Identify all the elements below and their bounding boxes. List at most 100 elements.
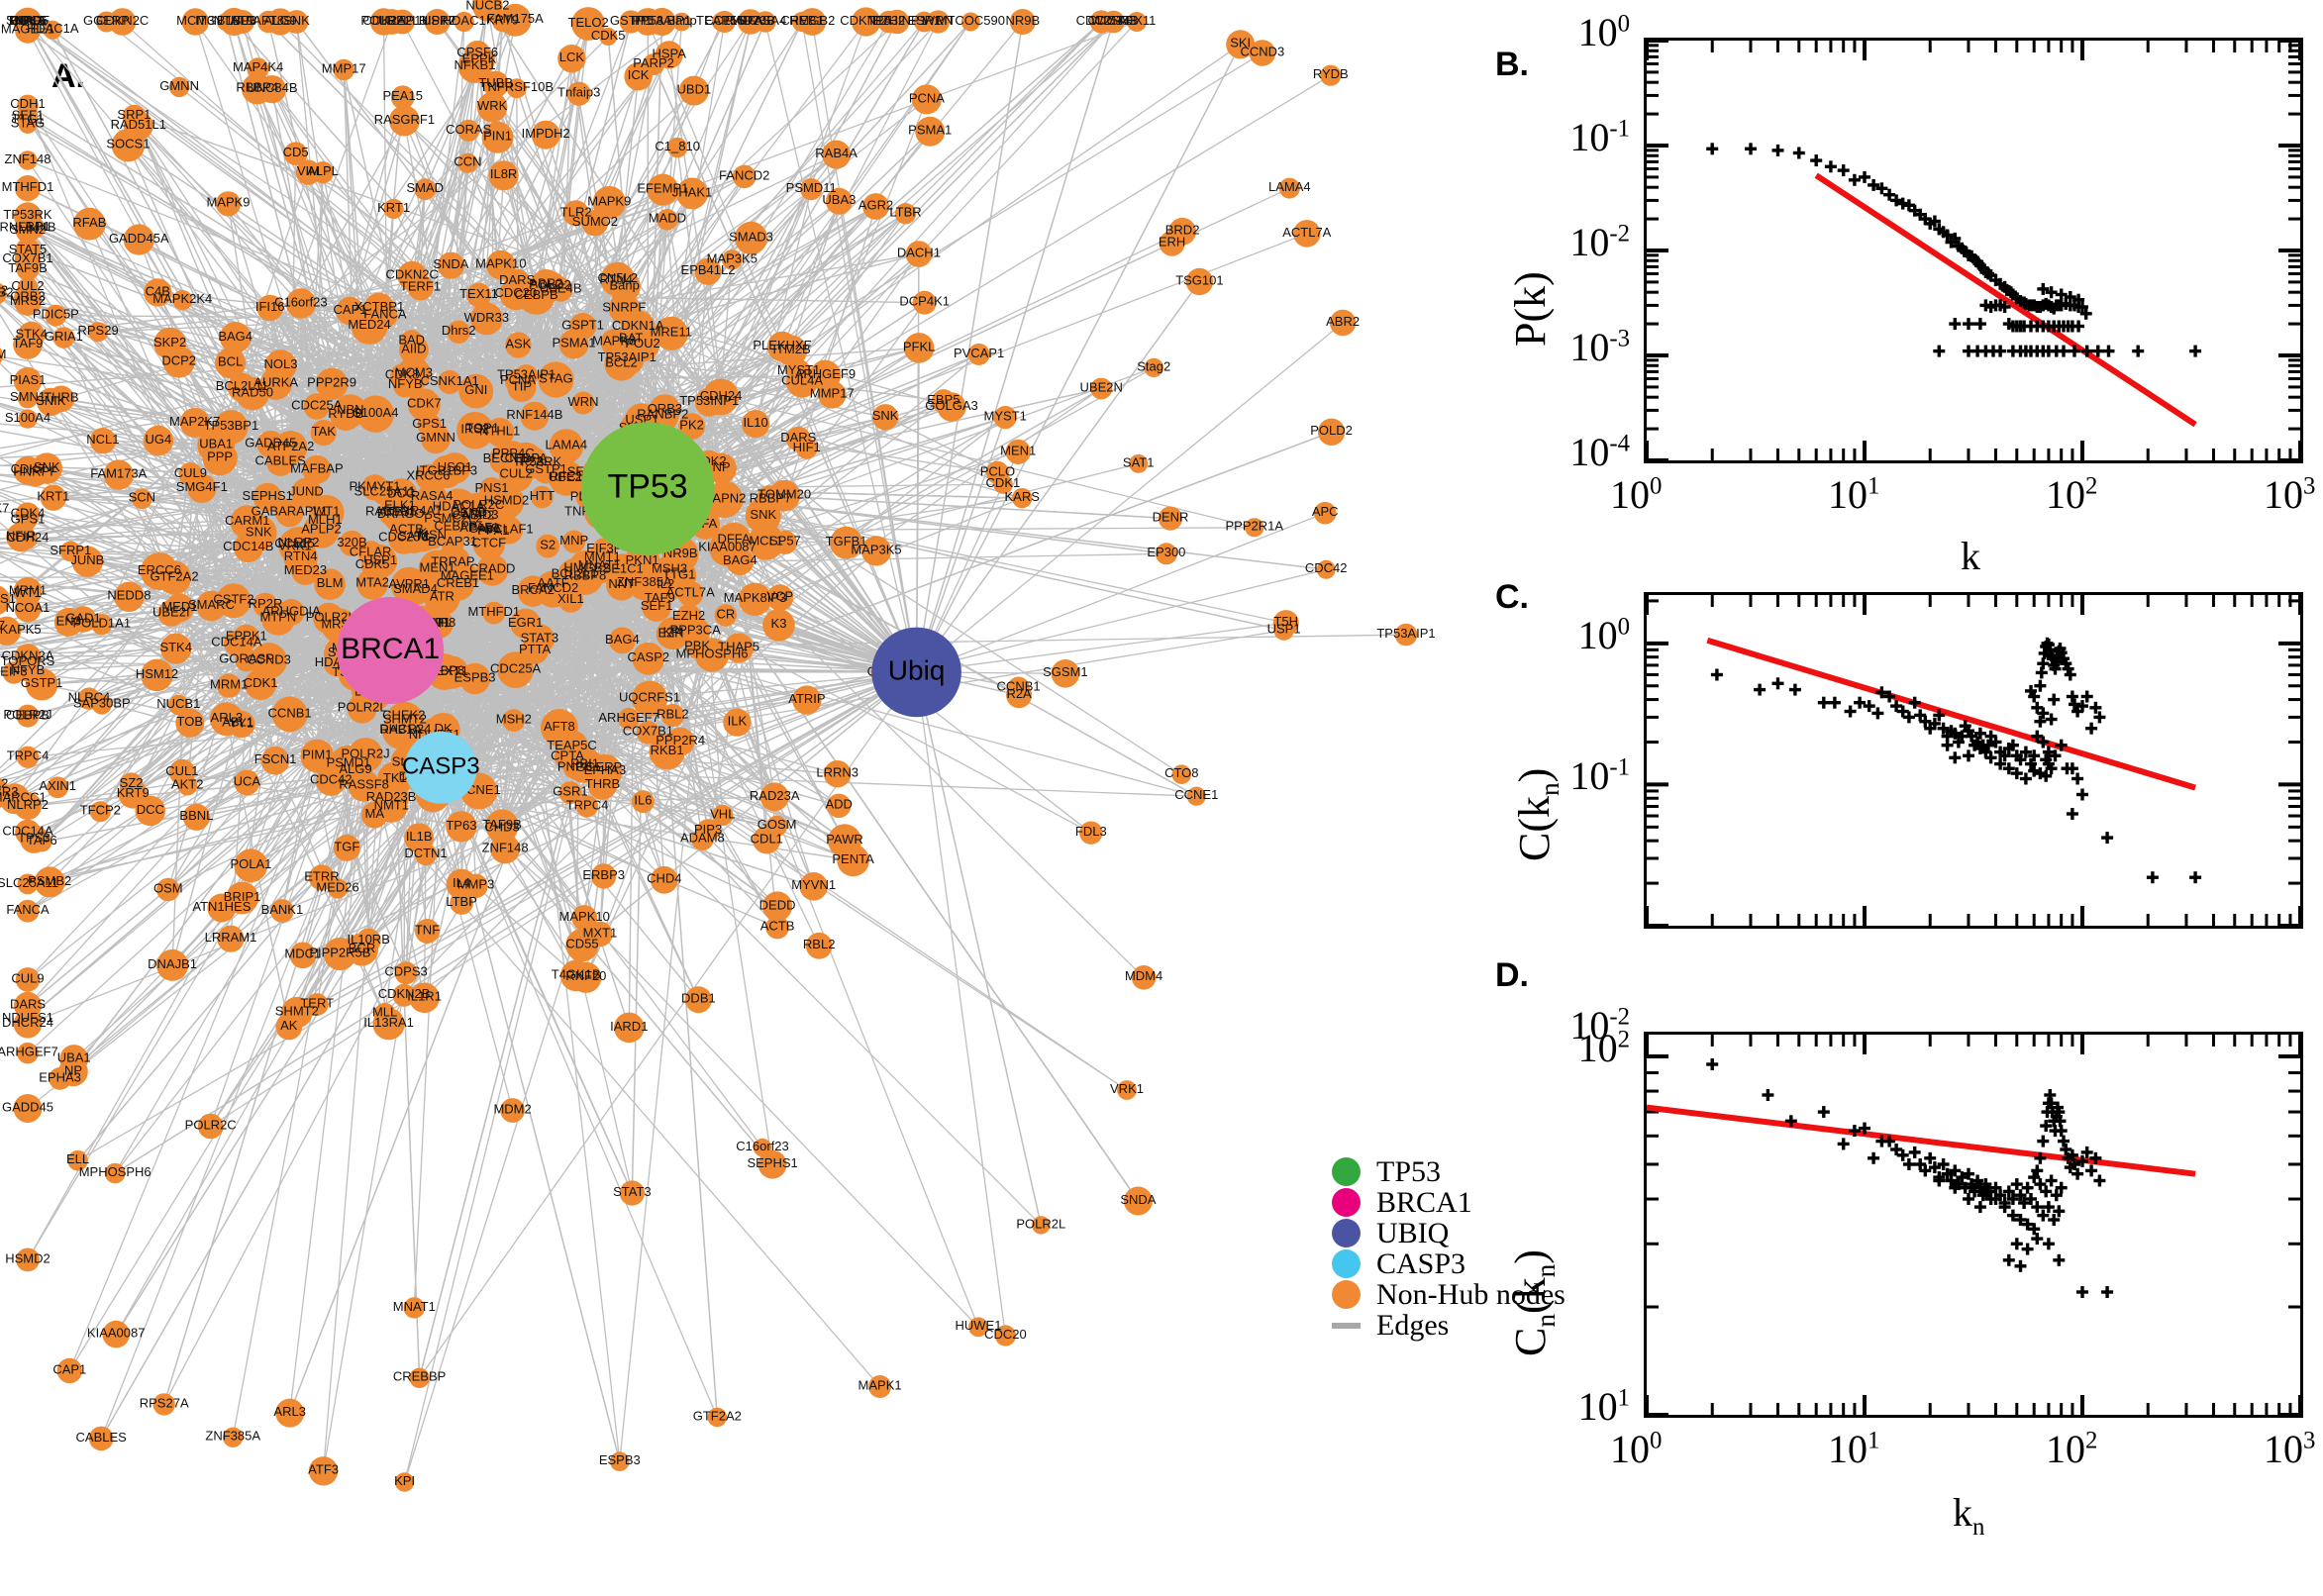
network-node[interactable] <box>476 553 509 586</box>
network-node[interactable] <box>277 599 305 626</box>
network-node[interactable] <box>476 92 508 123</box>
network-node[interactable] <box>466 282 491 308</box>
network-node[interactable] <box>196 590 227 622</box>
network-node[interactable] <box>108 8 137 36</box>
network-node[interactable] <box>792 685 822 715</box>
network-node[interactable] <box>88 1426 114 1451</box>
network-node[interactable] <box>600 329 628 356</box>
network-node[interactable] <box>656 209 678 231</box>
network-node[interactable] <box>968 1317 988 1338</box>
network-node[interactable] <box>168 76 190 98</box>
network-node[interactable] <box>960 12 980 32</box>
network-node[interactable] <box>40 484 67 511</box>
network-node[interactable] <box>197 1113 224 1140</box>
network-node[interactable] <box>569 313 597 341</box>
network-node[interactable] <box>726 548 755 576</box>
network-node[interactable] <box>179 408 210 438</box>
network-node[interactable] <box>1316 559 1336 579</box>
network-node[interactable] <box>409 1367 430 1389</box>
network-node[interactable] <box>507 373 537 402</box>
network-node[interactable] <box>632 790 655 814</box>
network-node[interactable] <box>47 776 69 799</box>
network-node[interactable] <box>241 515 277 551</box>
network-node[interactable] <box>428 11 450 33</box>
network-node[interactable] <box>89 801 111 823</box>
network-node[interactable] <box>745 498 781 534</box>
network-node[interactable] <box>424 579 460 616</box>
network-node[interactable] <box>609 627 636 654</box>
network-node[interactable] <box>1394 623 1418 647</box>
network-node[interactable] <box>655 41 683 69</box>
network-node[interactable] <box>305 993 329 1016</box>
network-node[interactable] <box>489 444 520 475</box>
network-node[interactable] <box>905 241 933 267</box>
network-node[interactable] <box>369 8 398 36</box>
network-node[interactable] <box>591 863 617 889</box>
network-node[interactable] <box>409 982 440 1014</box>
network-node[interactable] <box>524 624 556 654</box>
network-node[interactable] <box>678 75 709 106</box>
network-node[interactable] <box>549 429 584 464</box>
network-node[interactable] <box>1009 9 1036 35</box>
network-node[interactable] <box>15 967 41 992</box>
network-node[interactable] <box>457 119 480 142</box>
network-node[interactable] <box>16 746 40 768</box>
network-node[interactable] <box>414 178 437 201</box>
network-node[interactable] <box>252 482 282 512</box>
network-node[interactable] <box>481 121 514 153</box>
network-node[interactable] <box>217 673 242 698</box>
network-node[interactable] <box>419 523 446 549</box>
network-node[interactable] <box>283 142 308 165</box>
network-node[interactable] <box>531 485 554 509</box>
network-node[interactable] <box>234 769 260 796</box>
network-node[interactable] <box>385 478 418 511</box>
hub-node-circle[interactable] <box>580 422 715 555</box>
network-node[interactable] <box>490 834 521 864</box>
network-node[interactable] <box>1317 418 1346 446</box>
network-hub-ubiq[interactable]: Ubiq <box>871 627 961 718</box>
network-node[interactable] <box>52 327 75 349</box>
network-node[interactable] <box>227 372 256 402</box>
network-node[interactable] <box>1171 764 1192 784</box>
network-node[interactable] <box>606 569 638 601</box>
network-node[interactable] <box>123 111 153 141</box>
network-node[interactable] <box>1005 439 1031 464</box>
network-node[interactable] <box>458 373 494 409</box>
network-node[interactable] <box>1186 786 1206 806</box>
network-node[interactable] <box>610 1451 630 1471</box>
network-node[interactable] <box>654 316 688 350</box>
network-node[interactable] <box>119 772 144 796</box>
network-node[interactable] <box>768 479 800 512</box>
network-node[interactable] <box>382 712 420 749</box>
network-node[interactable] <box>14 246 42 273</box>
network-node[interactable] <box>18 150 38 170</box>
network-node[interactable] <box>684 986 712 1014</box>
network-node[interactable] <box>1131 965 1157 990</box>
network-node[interactable] <box>300 739 335 773</box>
network-node[interactable] <box>1293 220 1321 248</box>
network-node[interactable] <box>89 428 117 454</box>
network-node[interactable] <box>156 877 180 902</box>
network-node[interactable] <box>517 277 556 315</box>
network-node[interactable] <box>931 389 956 414</box>
network-node[interactable] <box>220 7 249 37</box>
network-node[interactable] <box>1090 377 1113 400</box>
network-node[interactable] <box>1155 543 1177 565</box>
network-node[interactable] <box>647 173 679 206</box>
network-node[interactable] <box>694 387 724 417</box>
network-node[interactable] <box>868 1375 892 1398</box>
network-node[interactable] <box>355 928 381 953</box>
network-node[interactable] <box>827 793 852 818</box>
network-node[interactable] <box>739 9 764 35</box>
network-node[interactable] <box>562 530 586 553</box>
network-node[interactable] <box>361 474 388 501</box>
network-node[interactable] <box>463 41 491 67</box>
network-node[interactable] <box>482 70 509 98</box>
network-node[interactable] <box>587 921 613 948</box>
network-node[interactable] <box>274 498 304 528</box>
network-node[interactable] <box>762 891 793 922</box>
network-node[interactable] <box>748 524 785 560</box>
network-node[interactable] <box>390 9 415 35</box>
network-node[interactable] <box>871 404 899 431</box>
network-node[interactable] <box>447 320 470 344</box>
